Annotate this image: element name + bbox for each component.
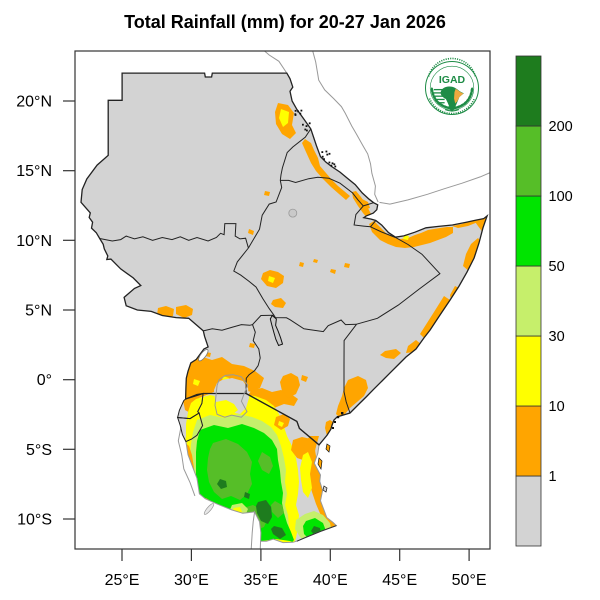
svg-text:1: 1 [549, 469, 557, 485]
svg-text:15°N: 15°N [16, 163, 52, 180]
svg-text:5°N: 5°N [25, 303, 52, 320]
svg-text:50°E: 50°E [452, 572, 487, 589]
svg-text:40°E: 40°E [313, 572, 348, 589]
svg-text:45°E: 45°E [382, 572, 417, 589]
svg-text:50: 50 [549, 259, 565, 275]
svg-text:25°E: 25°E [105, 572, 140, 589]
svg-text:0°: 0° [37, 372, 52, 389]
svg-text:200: 200 [549, 119, 573, 135]
svg-text:35°E: 35°E [243, 572, 278, 589]
svg-text:100: 100 [549, 189, 573, 205]
svg-text:IGAD: IGAD [439, 74, 466, 86]
svg-text:20°N: 20°N [16, 94, 52, 111]
svg-text:10: 10 [549, 399, 565, 415]
svg-text:30: 30 [549, 329, 565, 345]
svg-text:Total Rainfall (mm) for 20-27: Total Rainfall (mm) for 20-27 Jan 2026 [124, 12, 446, 32]
svg-text:10°N: 10°N [16, 233, 52, 250]
svg-text:10°S: 10°S [17, 512, 52, 529]
svg-text:5°S: 5°S [26, 442, 52, 459]
svg-text:30°E: 30°E [174, 572, 209, 589]
